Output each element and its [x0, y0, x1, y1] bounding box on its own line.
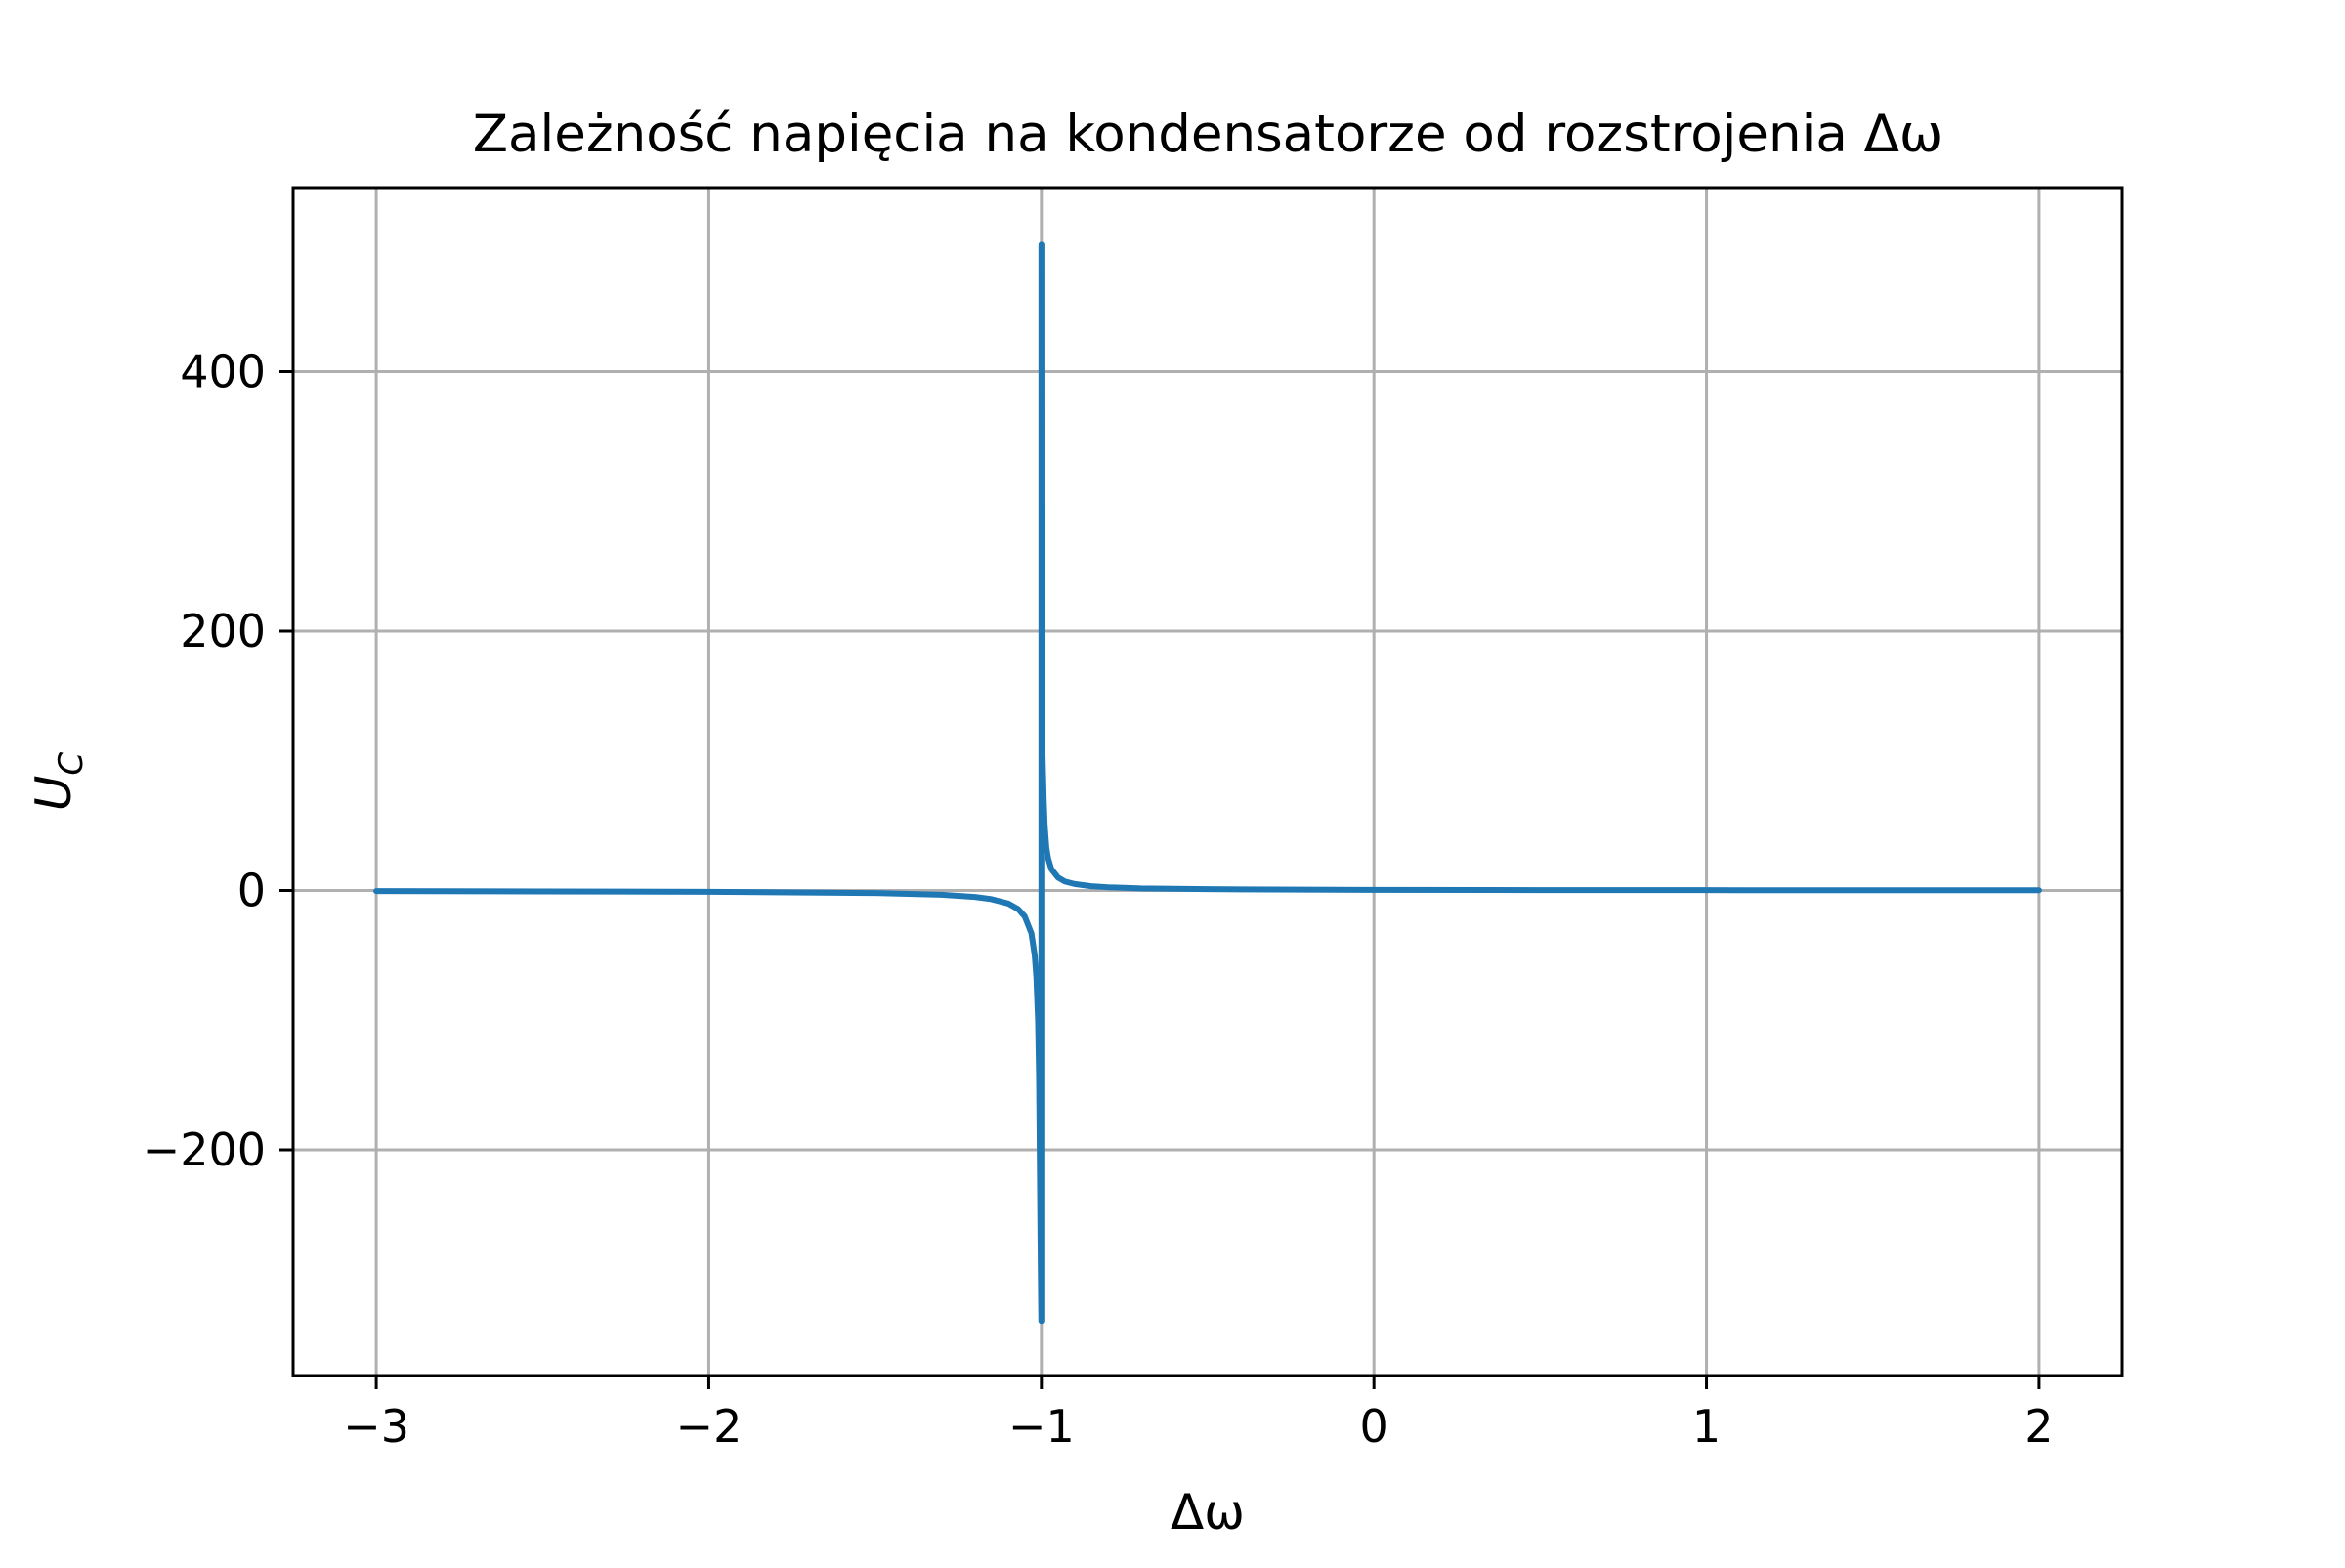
series-line — [373, 241, 2042, 1325]
grid — [293, 188, 2122, 1376]
x-tick-label: −1 — [1008, 1400, 1075, 1453]
y-tick-label: 0 — [237, 865, 266, 917]
x-tick-label: 0 — [1360, 1400, 1388, 1453]
y-axis-label-main: U — [25, 776, 82, 812]
y-tick-label: −200 — [143, 1123, 266, 1176]
x-tick-label: 2 — [2025, 1400, 2053, 1453]
series-layer — [373, 241, 2042, 1325]
ticks: −3 −2 −1 0 1 2 −200 0 200 400 — [143, 346, 2054, 1453]
plot-frame — [291, 186, 2124, 1377]
y-axis-label: UC — [25, 752, 91, 812]
y-axis-label-subscript: C — [52, 752, 91, 776]
x-axis-label: Δω — [1171, 1484, 1245, 1541]
y-tick-label: 200 — [180, 605, 266, 657]
chart-title: Zależność napięcia na kondensatorze od r… — [473, 105, 1943, 164]
x-tick-label: −3 — [343, 1400, 409, 1453]
x-tick-label: 1 — [1692, 1400, 1721, 1453]
x-tick-label: −2 — [676, 1400, 743, 1453]
y-tick-label: 400 — [180, 346, 266, 399]
